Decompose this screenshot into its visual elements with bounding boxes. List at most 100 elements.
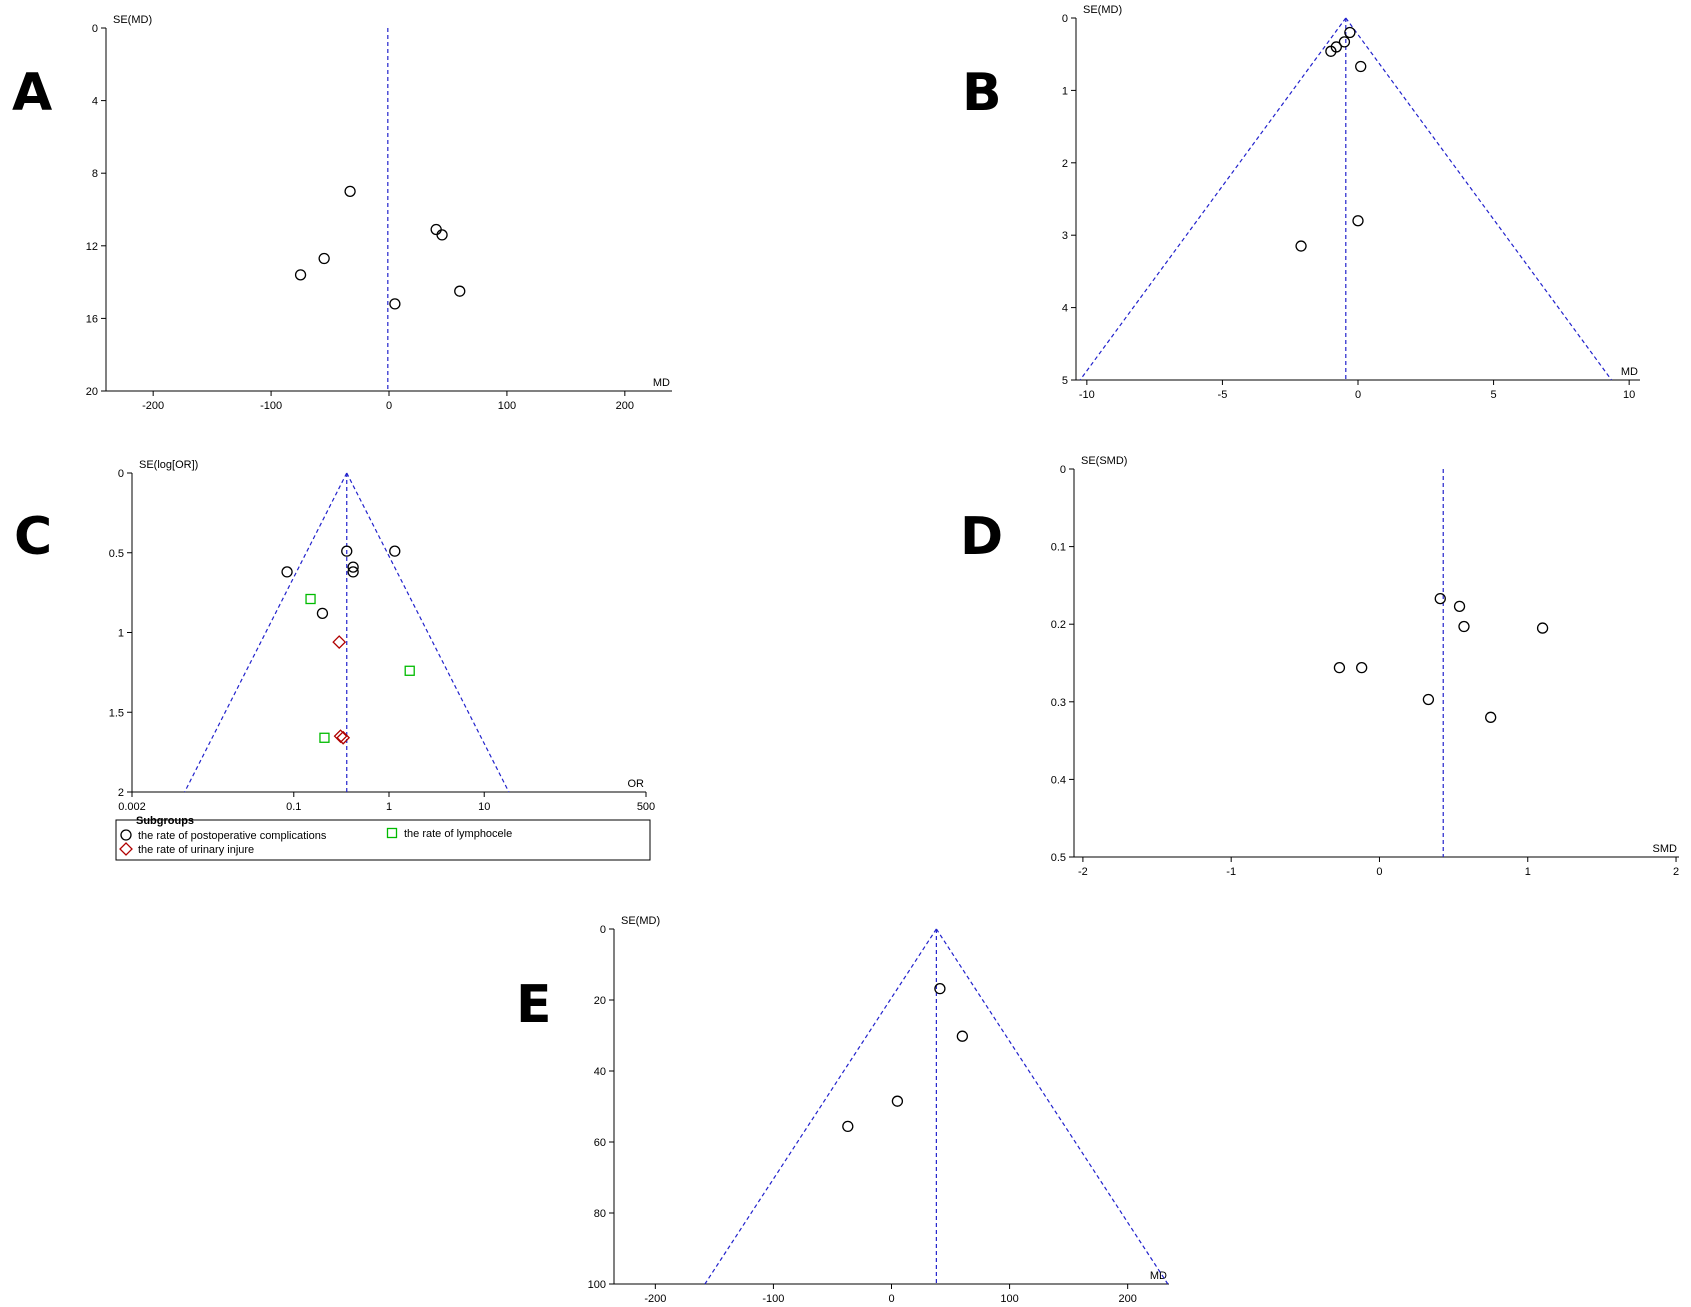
study-point xyxy=(1434,592,1446,605)
study-point xyxy=(1458,620,1470,633)
legend-marker xyxy=(120,829,132,841)
y-tick-label: 1 xyxy=(1062,85,1068,97)
funnel-left-line xyxy=(1079,17,1347,381)
x-tick-label: 0 xyxy=(386,400,392,412)
panel-d: D 0 0.1 0.2 0.3 0.4 0.5 -2 -1 0 1 2 SE(SMD) SMD xyxy=(960,455,1679,878)
study-point xyxy=(1352,215,1364,227)
y-tick-label: 2 xyxy=(118,787,124,799)
x-tick-label: 100 xyxy=(1000,1293,1018,1305)
y-tick-label: 4 xyxy=(92,96,98,108)
study-point xyxy=(318,252,330,265)
study-point xyxy=(281,566,293,578)
y-tick-label: 60 xyxy=(594,1137,606,1149)
y-tick-label: 1.5 xyxy=(109,707,124,719)
x-tick-label: 100 xyxy=(498,400,516,412)
study-point xyxy=(316,607,329,620)
study-point xyxy=(454,285,466,297)
study-point xyxy=(842,1120,854,1133)
panel-c: C 0 0.5 1 1.5 2 0.002 0.1 1 10 500 SE(log[OR]) OR Su… xyxy=(14,459,655,861)
study-point xyxy=(1344,26,1356,39)
y-axis-title: SE(SMD) xyxy=(1081,455,1127,467)
study-point xyxy=(891,1095,904,1107)
y-axis-title: SE(MD) xyxy=(1083,4,1122,16)
study-point xyxy=(389,298,401,310)
x-tick-label: -100 xyxy=(260,400,282,412)
legend-entry: the rate of lymphocele xyxy=(404,828,512,840)
study-point xyxy=(1536,622,1549,634)
study-point xyxy=(1355,60,1367,73)
panel-letter-b: B xyxy=(962,63,1002,123)
study-point xyxy=(336,730,351,745)
x-axis-title: MD xyxy=(1150,1270,1167,1282)
y-tick-label: 0.5 xyxy=(1051,852,1066,864)
x-tick-label: -1 xyxy=(1226,866,1236,878)
study-point xyxy=(347,561,359,573)
legend-box xyxy=(115,819,651,861)
study-point xyxy=(319,732,330,743)
y-tick-label: 100 xyxy=(588,1279,606,1291)
x-tick-label: 1 xyxy=(1525,866,1531,878)
panel-letter-d: D xyxy=(960,507,1003,567)
y-tick-label: 0.2 xyxy=(1051,619,1066,631)
y-tick-label: 40 xyxy=(594,1066,606,1078)
x-tick-label: -2 xyxy=(1078,866,1088,878)
study-point xyxy=(1422,693,1435,706)
y-tick-label: 1 xyxy=(118,628,124,640)
x-tick-label: 0.1 xyxy=(286,801,301,813)
x-tick-label: 500 xyxy=(637,801,655,813)
x-tick-label: 200 xyxy=(616,400,634,412)
study-point xyxy=(436,229,448,241)
study-point xyxy=(347,566,359,578)
x-axis-title: OR xyxy=(628,778,645,790)
x-tick-label: 0.002 xyxy=(118,801,146,813)
x-tick-label: 0 xyxy=(1376,866,1382,878)
legend-entry: the rate of postoperative complications xyxy=(138,830,327,842)
legend-title: Subgroups xyxy=(136,815,194,827)
y-tick-label: 0.3 xyxy=(1051,697,1066,709)
x-tick-label: 0 xyxy=(1355,389,1361,401)
study-point xyxy=(344,185,356,198)
y-tick-label: 2 xyxy=(1062,158,1068,170)
study-point xyxy=(332,635,347,649)
study-point xyxy=(389,545,401,557)
y-tick-label: 0.5 xyxy=(109,548,124,560)
panel-letter-c: C xyxy=(14,507,52,567)
funnel-right-line xyxy=(346,472,510,793)
x-tick-label: 10 xyxy=(478,801,490,813)
y-tick-label: 8 xyxy=(92,168,98,180)
x-tick-label: -10 xyxy=(1079,389,1095,401)
study-point xyxy=(1333,662,1346,674)
panel-letter-a: A xyxy=(12,63,52,123)
study-point xyxy=(333,729,348,744)
y-tick-label: 0 xyxy=(600,924,606,936)
y-tick-label: 0 xyxy=(92,23,98,35)
study-point xyxy=(1338,36,1351,48)
y-tick-label: 12 xyxy=(86,241,98,253)
x-tick-label: 0 xyxy=(888,1293,894,1305)
study-point xyxy=(341,545,353,557)
panel-e: E 0 20 40 60 80 100 -200 -100 0 100 200 SE(MD) MD xyxy=(516,915,1169,1305)
x-axis-title: MD xyxy=(1621,366,1638,378)
study-point xyxy=(305,593,316,605)
y-tick-label: 0 xyxy=(1060,464,1066,476)
funnel-right-line xyxy=(1345,17,1613,381)
y-axis-title: SE(MD) xyxy=(621,915,660,927)
y-tick-label: 3 xyxy=(1062,230,1068,242)
x-tick-label: 200 xyxy=(1118,1293,1136,1305)
y-tick-label: 0 xyxy=(1062,13,1068,25)
panel-a: A 0 4 8 12 16 20 -200 -100 0 100 200 SE(MD) MD xyxy=(12,14,672,412)
y-tick-label: 0 xyxy=(118,468,124,480)
study-point xyxy=(1325,45,1337,57)
x-tick-label: 1 xyxy=(386,801,392,813)
study-point xyxy=(294,269,307,281)
y-axis-title: SE(log[OR]) xyxy=(139,459,198,471)
x-tick-label: -100 xyxy=(762,1293,784,1305)
study-point xyxy=(404,665,415,676)
y-tick-label: 20 xyxy=(86,386,98,398)
y-tick-label: 0.4 xyxy=(1051,774,1066,786)
funnel-right-line xyxy=(935,928,1169,1285)
study-point xyxy=(1453,600,1466,613)
y-tick-label: 16 xyxy=(86,313,98,325)
x-tick-label: 2 xyxy=(1673,866,1679,878)
study-point xyxy=(956,1030,969,1042)
